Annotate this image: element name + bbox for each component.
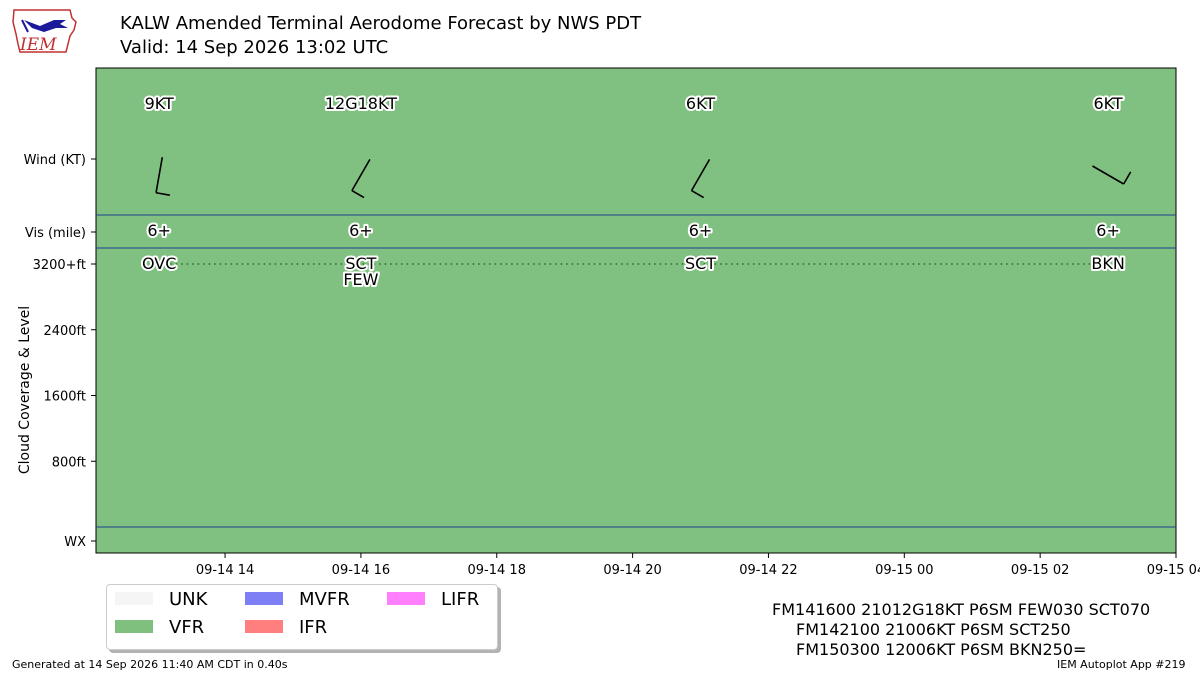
visibility-label: 6+6+ [347, 219, 375, 242]
chart-subtitle: Valid: 14 Sep 2026 13:02 UTC [120, 37, 389, 58]
wind-barb [1092, 165, 1132, 185]
wind-speed-label-text: 12G18KT [325, 94, 397, 113]
legend-item: LIFR [387, 589, 479, 611]
cloud-cover-label-text: OVC [142, 254, 176, 273]
wind-speed-label-text: 6KT [1093, 94, 1122, 113]
x-tick-label: 09-15 02 [1011, 563, 1069, 578]
wind-barb [351, 159, 371, 199]
forecast-chart: 09-14 14 09-14 16 09-14 18 09-14 20 09-14 22… [17, 67, 1200, 578]
wind-barb-feather [351, 189, 365, 199]
cloud-cover-label-halo: SCT [685, 254, 716, 273]
wind-barb-feather [1122, 171, 1132, 185]
plot-area [95, 67, 1177, 554]
legend-label: LIFR [441, 589, 480, 610]
wind-speed-label-halo: 6KT [686, 94, 715, 113]
cloud-cover-label-text: SCT [345, 254, 376, 273]
legend-item: IFR [245, 617, 327, 639]
cloud-cover-label-halo: BKN [1091, 254, 1124, 273]
legend-label: VFR [169, 617, 205, 638]
visibility-label: 6+6+ [145, 219, 173, 242]
legend-swatch [115, 620, 153, 633]
visibility-label-text: 6+ [689, 221, 713, 240]
wind-speed-label-text: 9KT [145, 94, 174, 113]
visibility-label-halo: 6+ [689, 221, 713, 240]
visibility-label-text: 6+ [349, 221, 373, 240]
visibility-label-halo: 6+ [349, 221, 373, 240]
taf-line: FM141600 21012G18KT P6SM FEW030 SCT070 [772, 600, 1151, 619]
wind-barb-feather [155, 191, 170, 196]
wind-barb [690, 159, 711, 199]
y-axis-title: Cloud Coverage & Level [17, 306, 33, 474]
cloud-tick-label: 3200+ft [33, 258, 86, 273]
wind-barb-shaft [155, 157, 164, 193]
y-row-label-wx: WX [64, 535, 86, 550]
x-tick-label: 09-14 18 [468, 563, 526, 578]
wind-barb-shaft [351, 159, 371, 191]
cloud-cover-label-text: FEW [343, 270, 378, 289]
legend-item: MVFR [245, 589, 350, 611]
wind-speed-label-halo: 9KT [145, 94, 174, 113]
cloud-tick-label: 2400ft [43, 324, 86, 339]
wind-speed-label-halo: 6KT [1093, 94, 1122, 113]
x-tick-label: 09-15 04 [1147, 563, 1200, 578]
wind-barb-feather [691, 189, 705, 199]
visibility-label: 6+6+ [1094, 219, 1122, 242]
cloud-cover-label-halo: SCT [345, 254, 376, 273]
app-footer: IEM Autoplot App #219 [1057, 658, 1186, 671]
y-row-label-vis: Vis (mile) [25, 226, 86, 241]
legend: UNK MVFR LIFR VFR IFR [106, 584, 498, 650]
x-tick-label: 09-15 00 [875, 563, 933, 578]
visibility-label: 6+6+ [687, 219, 715, 242]
cloud-tick-label: 800ft [52, 455, 86, 470]
legend-item: UNK [115, 589, 207, 611]
legend-item: VFR [115, 617, 204, 639]
visibility-label-text: 6+ [147, 221, 171, 240]
wind-speed-label-halo: 12G18KT [325, 94, 397, 113]
x-tick-label: 09-14 22 [739, 563, 797, 578]
x-tick-label: 09-14 16 [332, 563, 390, 578]
legend-swatch [245, 620, 283, 633]
cloud-cover-label-text: BKN [1091, 254, 1124, 273]
visibility-label-halo: 6+ [1096, 221, 1120, 240]
cloud-cover-label-text: SCT [685, 254, 716, 273]
logo-text: IEM [19, 35, 57, 55]
legend-label: IFR [299, 617, 328, 638]
airplane-icon [24, 20, 68, 32]
taf-line: FM142100 21006KT P6SM SCT250 [796, 620, 1071, 639]
wind-speed-label-text: 6KT [686, 94, 715, 113]
legend-swatch [115, 592, 153, 605]
legend-swatch [245, 592, 283, 605]
cloud-tick-label: 1600ft [43, 390, 86, 405]
y-row-label-wind: Wind (KT) [24, 153, 86, 168]
wind-barb [155, 157, 170, 196]
cloud-cover-label-halo: OVC [142, 254, 176, 273]
generated-footer: Generated at 14 Sep 2026 11:40 AM CDT in… [12, 658, 288, 671]
legend-label: UNK [169, 589, 208, 610]
wind-barb-shaft [1092, 165, 1125, 185]
taf-line: FM150300 12006KT P6SM BKN250= [796, 640, 1087, 659]
cloud-cover-label-halo: FEW [343, 270, 378, 289]
x-tick-label: 09-14 14 [196, 563, 254, 578]
visibility-label-text: 6+ [1096, 221, 1120, 240]
chart-title: KALW Amended Terminal Aerodome Forecast … [120, 13, 642, 34]
iem-logo: IEM [12, 9, 77, 55]
legend-swatch [387, 592, 425, 605]
x-tick-label: 09-14 20 [603, 563, 661, 578]
legend-label: MVFR [299, 589, 350, 610]
wind-barb-shaft [690, 159, 711, 191]
visibility-label-halo: 6+ [147, 221, 171, 240]
